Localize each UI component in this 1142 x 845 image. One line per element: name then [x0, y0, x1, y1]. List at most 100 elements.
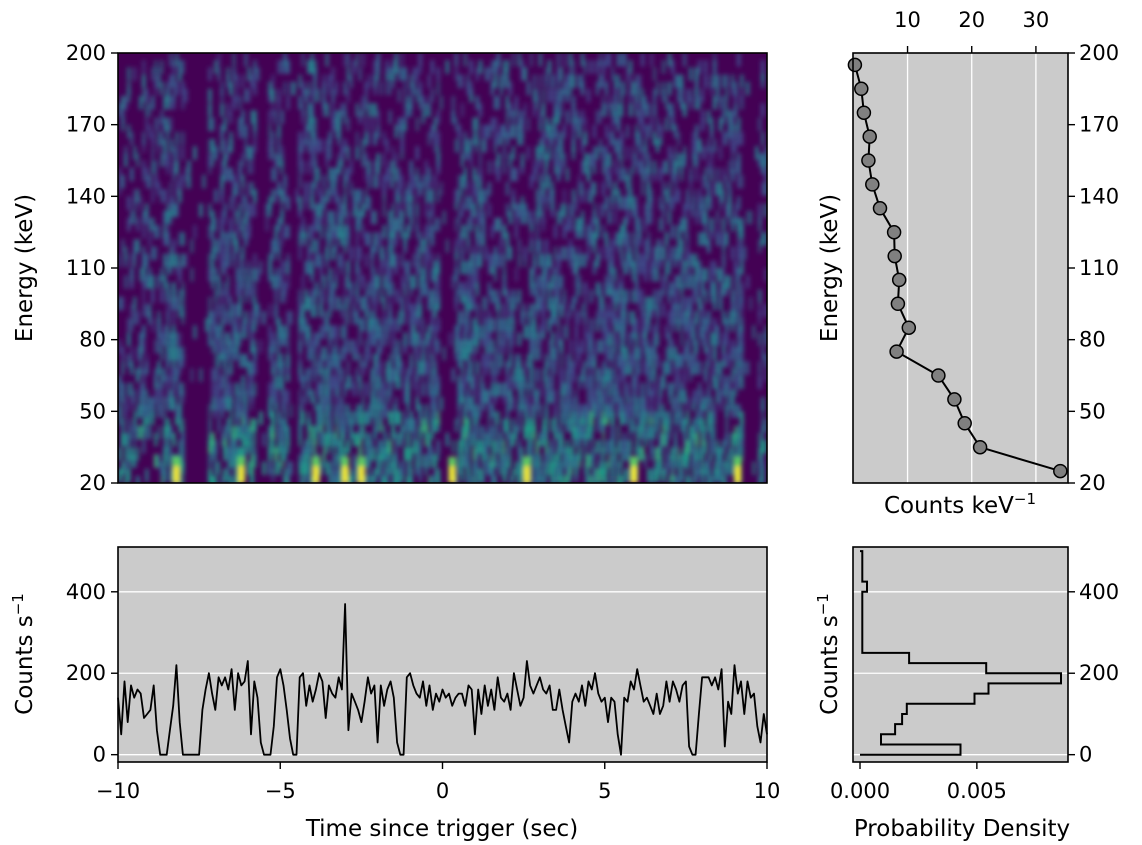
heat-cell	[691, 361, 696, 375]
heat-cell	[709, 117, 714, 132]
heat-cell	[580, 189, 585, 203]
heat-cell	[646, 354, 651, 368]
heat-cell	[178, 354, 182, 368]
heat-cell	[502, 318, 507, 332]
heat-cell	[670, 397, 675, 411]
heat-cell	[667, 210, 672, 225]
heat-cell	[758, 461, 762, 476]
heat-cell	[337, 447, 341, 461]
heat-cell	[737, 239, 741, 253]
heat-cell	[343, 203, 347, 218]
heat-cell	[283, 60, 287, 74]
heat-cell	[715, 325, 720, 339]
light-curve-ylabel: Counts s−1	[9, 593, 38, 715]
heat-cell	[740, 440, 744, 454]
heat-cell	[382, 311, 386, 325]
heat-cell	[166, 418, 170, 433]
heat-cell	[622, 225, 627, 239]
heat-cell	[490, 225, 495, 239]
heat-cell	[595, 217, 600, 232]
heat-cell	[652, 461, 657, 476]
heat-cell	[712, 404, 717, 418]
heat-cell	[550, 375, 555, 390]
heat-cell	[529, 210, 534, 225]
heat-cell	[463, 346, 468, 361]
heat-cell	[652, 167, 657, 182]
heat-cell	[538, 239, 543, 253]
heat-cell	[229, 411, 233, 425]
heat-cell	[571, 74, 576, 89]
heat-cell	[169, 397, 173, 411]
heat-cell	[700, 468, 705, 483]
heat-cell	[616, 375, 621, 390]
heat-cell	[169, 96, 173, 110]
heat-cell	[130, 361, 134, 375]
heat-cell	[526, 425, 531, 440]
heat-cell	[580, 225, 585, 239]
heat-cell	[676, 153, 681, 167]
heat-cell	[223, 440, 227, 454]
heat-cell	[556, 454, 561, 468]
y-tick-label: 140	[66, 184, 106, 208]
heat-cell	[586, 167, 591, 182]
heat-cell	[172, 339, 176, 354]
heat-cell	[613, 332, 618, 347]
heat-cell	[172, 332, 176, 347]
heat-cell	[163, 468, 167, 483]
heat-cell	[295, 189, 299, 203]
heat-cell	[673, 311, 678, 325]
heat-cell	[460, 389, 465, 404]
heat-cell	[208, 311, 212, 325]
heat-cell	[229, 389, 233, 404]
heat-cell	[541, 182, 546, 196]
heat-cell	[532, 103, 537, 117]
heat-cell	[226, 246, 230, 261]
heat-cell	[481, 311, 486, 325]
heat-cell	[601, 146, 606, 160]
heat-cell	[724, 461, 729, 476]
heat-cell	[631, 146, 636, 160]
heat-cell	[418, 182, 423, 196]
heat-cell	[667, 382, 672, 397]
heat-cell	[163, 139, 167, 153]
heat-cell	[319, 260, 323, 275]
heat-cell	[610, 454, 615, 468]
heat-cell	[619, 139, 624, 153]
heat-cell	[523, 425, 528, 440]
heat-cell	[181, 303, 185, 318]
heat-cell	[664, 447, 669, 461]
heat-cell	[637, 253, 642, 268]
heat-cell	[298, 232, 302, 246]
heat-cell	[208, 454, 212, 468]
heat-cell	[301, 303, 305, 318]
heat-cell	[328, 404, 332, 418]
heat-cell	[733, 382, 738, 397]
heat-cell	[271, 411, 275, 425]
heat-cell	[355, 461, 359, 476]
heat-cell	[367, 447, 371, 461]
heat-cell	[559, 432, 564, 447]
heat-cell	[313, 153, 317, 167]
heat-cell	[472, 167, 477, 182]
heat-cell	[673, 189, 678, 203]
heat-cell	[625, 210, 630, 225]
heat-cell	[367, 160, 371, 175]
heat-cell	[535, 289, 540, 304]
heat-cell	[604, 332, 609, 347]
heat-cell	[379, 440, 383, 454]
heat-cell	[697, 397, 702, 411]
heat-cell	[740, 339, 744, 354]
heat-cell	[226, 346, 230, 361]
heat-cell	[301, 375, 305, 390]
heat-cell	[550, 296, 555, 311]
heat-cell	[190, 239, 194, 253]
heat-cell	[679, 311, 684, 325]
heat-cell	[124, 246, 128, 261]
spectrum-point	[865, 177, 880, 192]
heat-cell	[238, 217, 242, 232]
heat-cell	[649, 425, 654, 440]
heat-cell	[130, 318, 134, 332]
heat-cell	[466, 239, 471, 253]
heat-cell	[406, 182, 410, 196]
heat-cell	[685, 346, 690, 361]
